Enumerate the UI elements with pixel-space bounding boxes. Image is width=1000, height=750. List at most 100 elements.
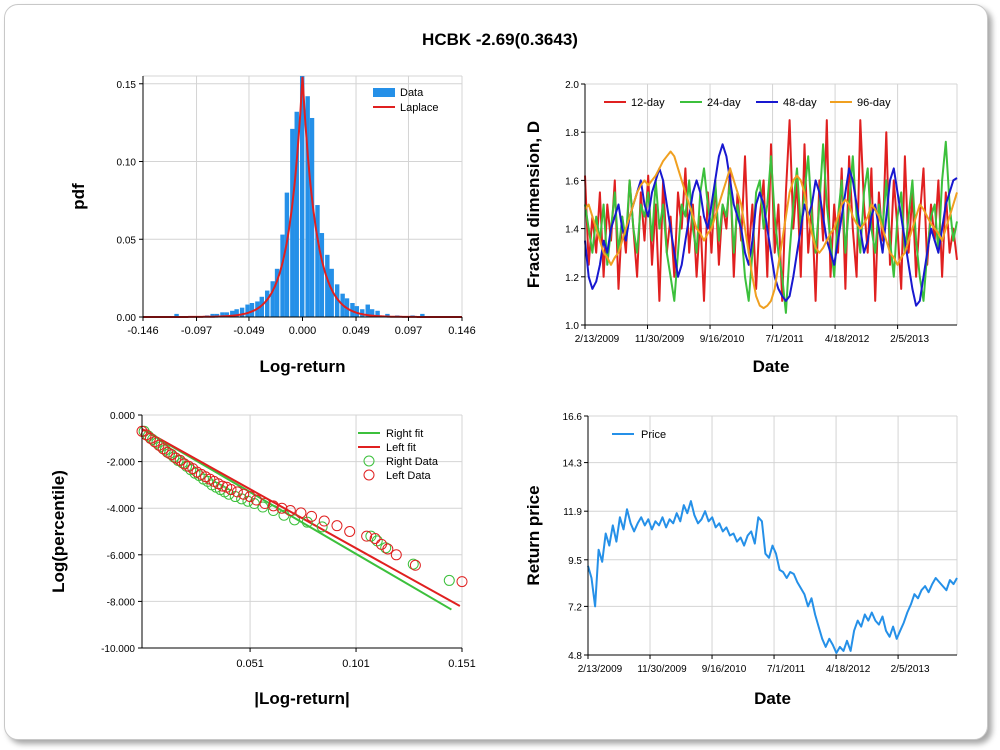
- hist-bar: [294, 111, 299, 317]
- tails-y-tick-label: -8.000: [107, 597, 136, 608]
- price-x-tick-label: 2/5/2013: [891, 664, 930, 675]
- main-title: HCBK -2.69(0.3643): [422, 30, 578, 49]
- hist-x-tick-label: 0.097: [395, 325, 423, 337]
- left-data-point: [166, 449, 178, 461]
- tails-y-tick-label: 0.000: [110, 411, 135, 422]
- hist-bar: [325, 254, 330, 317]
- left-data-point: [318, 515, 330, 527]
- fractal-legend-label: 24-day: [707, 97, 741, 109]
- hist-x-tick-label: -0.049: [233, 325, 264, 337]
- tails-chart: 0.051 0.101 0.151 0.000 -2.000 -4.000 -6.000 -8…: [49, 411, 476, 708]
- fractal-x-axis-label: Date: [753, 357, 790, 376]
- left-data-point: [331, 520, 343, 532]
- left-data-point: [344, 526, 356, 537]
- left-data-point: [369, 532, 381, 544]
- hist-bar: [274, 268, 280, 317]
- hist-bar: [210, 313, 215, 317]
- price-y-tick-label: 11.9: [563, 507, 582, 518]
- hist-bar: [259, 296, 264, 317]
- tails-legend-swatch: [363, 469, 375, 481]
- left-data-point: [295, 507, 307, 519]
- hist-bar: [249, 303, 255, 317]
- hist-bar: [284, 192, 290, 317]
- hist-bar: [319, 233, 325, 317]
- fractal-x-tick-label: 9/16/2010: [700, 334, 745, 345]
- price-x-axis-label: Date: [754, 689, 791, 708]
- fractal-y-tick-label: 1.2: [565, 273, 579, 284]
- fractal-x-tick-label: 2/13/2009: [575, 334, 620, 345]
- hist-bar: [365, 304, 370, 317]
- right-data-point: [289, 514, 301, 526]
- hist-bar: [234, 309, 239, 317]
- hist-bar: [329, 268, 334, 317]
- hist-y-tick-label: 0.05: [117, 235, 137, 246]
- hist-x-tick-label: -0.097: [181, 325, 212, 337]
- price-x-tick-label: 7/1/2011: [767, 664, 806, 675]
- hist-bar: [280, 234, 285, 317]
- fractal-series-24-day: [584, 140, 958, 314]
- left-data-point: [225, 484, 237, 496]
- tails-y-tick-label: -2.000: [107, 458, 136, 469]
- price-y-tick-label: 9.5: [568, 556, 582, 567]
- hist-x-tick-label: 0.146: [448, 325, 476, 337]
- hist-x-tick-label: 0.000: [289, 325, 317, 337]
- hist-bar: [270, 281, 275, 317]
- chart-frame: [4, 4, 988, 740]
- left-data-point: [267, 500, 279, 512]
- right-fit-line: [141, 428, 452, 611]
- hist-y-tick-label: 0.10: [117, 158, 137, 169]
- right-data-point: [371, 535, 383, 547]
- left-data-point: [382, 543, 394, 555]
- hist-bar: [220, 312, 225, 317]
- legend-data-swatch: [373, 88, 395, 97]
- tails-legend-label: Right Data: [386, 456, 439, 468]
- hist-y-tick-label: 0.00: [117, 313, 137, 324]
- hist-bar: [174, 313, 179, 317]
- legend-data-label: Data: [400, 87, 424, 99]
- hist-bar: [230, 310, 235, 317]
- left-data-point: [144, 432, 156, 444]
- histogram-chart: -0.146 -0.097 -0.049 0.000 0.049 0.097 0.146 0.…: [69, 75, 476, 376]
- price-x-tick-label: 4/18/2012: [826, 664, 871, 675]
- tails-legend-label: Left fit: [386, 442, 416, 454]
- price-x-tick-label: 9/16/2010: [702, 664, 747, 675]
- left-data-point: [306, 510, 318, 522]
- fractal-x-tick-label: 11/30/2009: [635, 334, 685, 345]
- fractal-legend-label: 48-day: [783, 97, 817, 109]
- left-data-point: [244, 491, 256, 503]
- left-data-point: [174, 454, 186, 466]
- left-data-point: [238, 488, 250, 500]
- right-data-point: [267, 505, 279, 517]
- left-data-point: [361, 530, 373, 542]
- left-data-point: [409, 559, 421, 571]
- hist-bar: [214, 313, 220, 317]
- left-data-point: [231, 486, 243, 498]
- hist-bar: [299, 76, 305, 317]
- fractal-x-tick-label: 4/18/2012: [825, 334, 870, 345]
- hist-bar: [334, 284, 340, 317]
- tails-legend-label: Left Data: [386, 470, 432, 482]
- tails-x-tick-label: 0.151: [448, 658, 476, 670]
- hist-bar: [305, 96, 310, 317]
- right-data-point: [301, 516, 313, 528]
- hist-bar: [224, 312, 230, 317]
- right-data-point: [407, 558, 419, 570]
- fractal-y-axis-label: Fractal dimension, D: [524, 121, 543, 288]
- fractal-y-tick-label: 2.0: [565, 80, 579, 91]
- fractal-y-tick-label: 1.8: [565, 128, 579, 139]
- hist-bar: [354, 306, 360, 317]
- legend-laplace-label: Laplace: [400, 102, 439, 114]
- fractal-y-tick-label: 1.6: [565, 176, 579, 187]
- tails-x-axis-label: |Log-return|: [254, 689, 349, 708]
- hist-bar: [350, 303, 355, 317]
- left-data-point: [259, 498, 271, 510]
- hist-bar: [375, 310, 380, 317]
- price-x-tick-label: 11/30/2009: [637, 664, 687, 675]
- tails-y-tick-label: -10.000: [101, 644, 135, 655]
- price-series-price: [587, 500, 958, 654]
- left-data-point: [153, 439, 165, 451]
- hist-y-tick-label: 0.15: [117, 80, 137, 91]
- left-data-point: [149, 436, 161, 448]
- tails-legend-swatch: [363, 455, 375, 467]
